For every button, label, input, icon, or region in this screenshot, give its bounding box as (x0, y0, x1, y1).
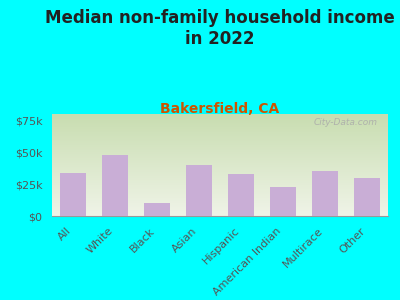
Bar (144, 203, 170, 216)
Text: City-Data.com: City-Data.com (314, 118, 378, 127)
Bar (270, 187, 296, 216)
Bar (60, 172, 86, 216)
Bar (312, 171, 338, 216)
Bar (354, 178, 380, 216)
Text: Bakersfield, CA: Bakersfield, CA (160, 102, 280, 116)
Bar (186, 165, 212, 216)
Text: Median non-family household income
in 2022: Median non-family household income in 20… (45, 9, 395, 48)
Bar (228, 174, 254, 216)
Bar (102, 155, 128, 216)
